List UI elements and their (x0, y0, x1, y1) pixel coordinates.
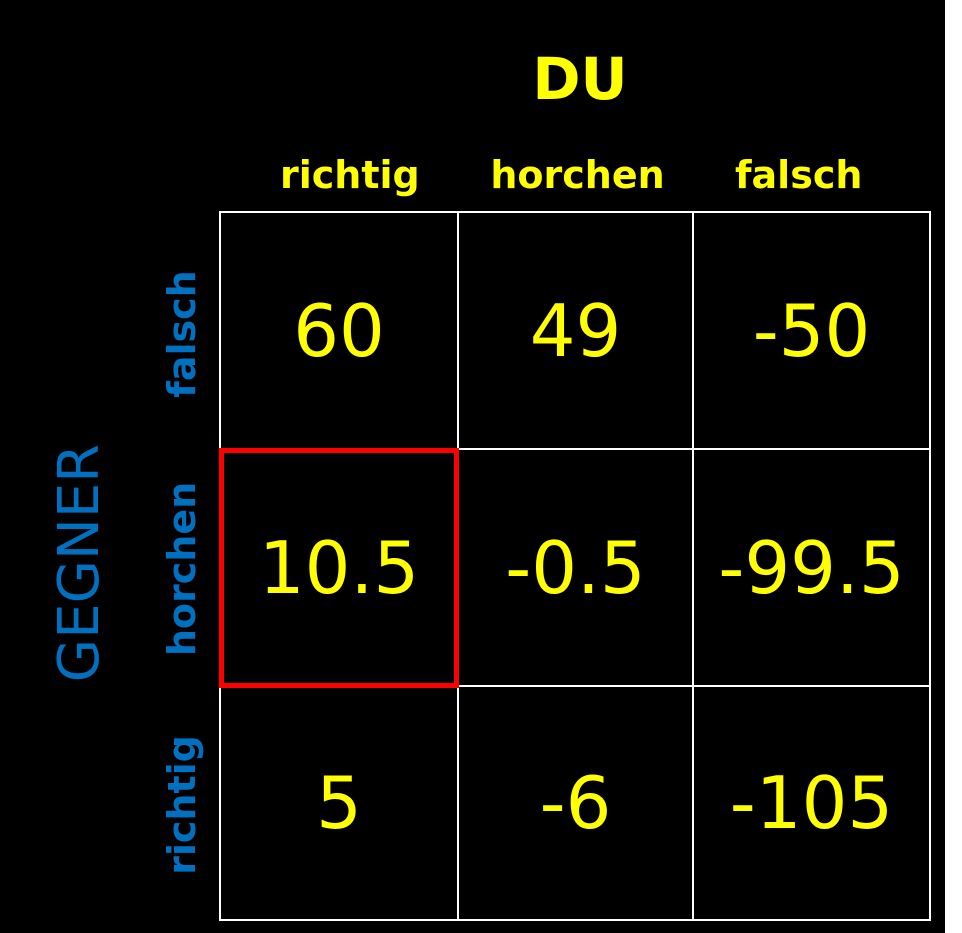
cell-horchen-richtig: 10.5 (219, 448, 459, 687)
matrix-grid: 60 49 -50 10.5 -0.5 -99.5 5 -6 -105 (219, 211, 931, 921)
cell-falsch-richtig: 60 (219, 211, 459, 450)
cell-richtig-richtig: 5 (219, 685, 459, 921)
column-label-horchen: horchen (490, 153, 665, 197)
cell-horchen-falsch: -99.5 (692, 448, 931, 687)
row-label-richtig: richtig (160, 735, 204, 875)
row-player-title: GEGNER (47, 443, 112, 683)
column-label-falsch: falsch (735, 153, 863, 197)
row-label-falsch: falsch (160, 270, 204, 398)
cell-horchen-horchen: -0.5 (457, 448, 694, 687)
column-player-title: DU (532, 45, 628, 113)
cell-richtig-falsch: -105 (692, 685, 931, 921)
cell-richtig-horchen: -6 (457, 685, 694, 921)
column-label-richtig: richtig (280, 153, 420, 197)
row-label-horchen: horchen (160, 481, 204, 657)
cell-falsch-falsch: -50 (692, 211, 931, 450)
cell-falsch-horchen: 49 (457, 211, 694, 450)
